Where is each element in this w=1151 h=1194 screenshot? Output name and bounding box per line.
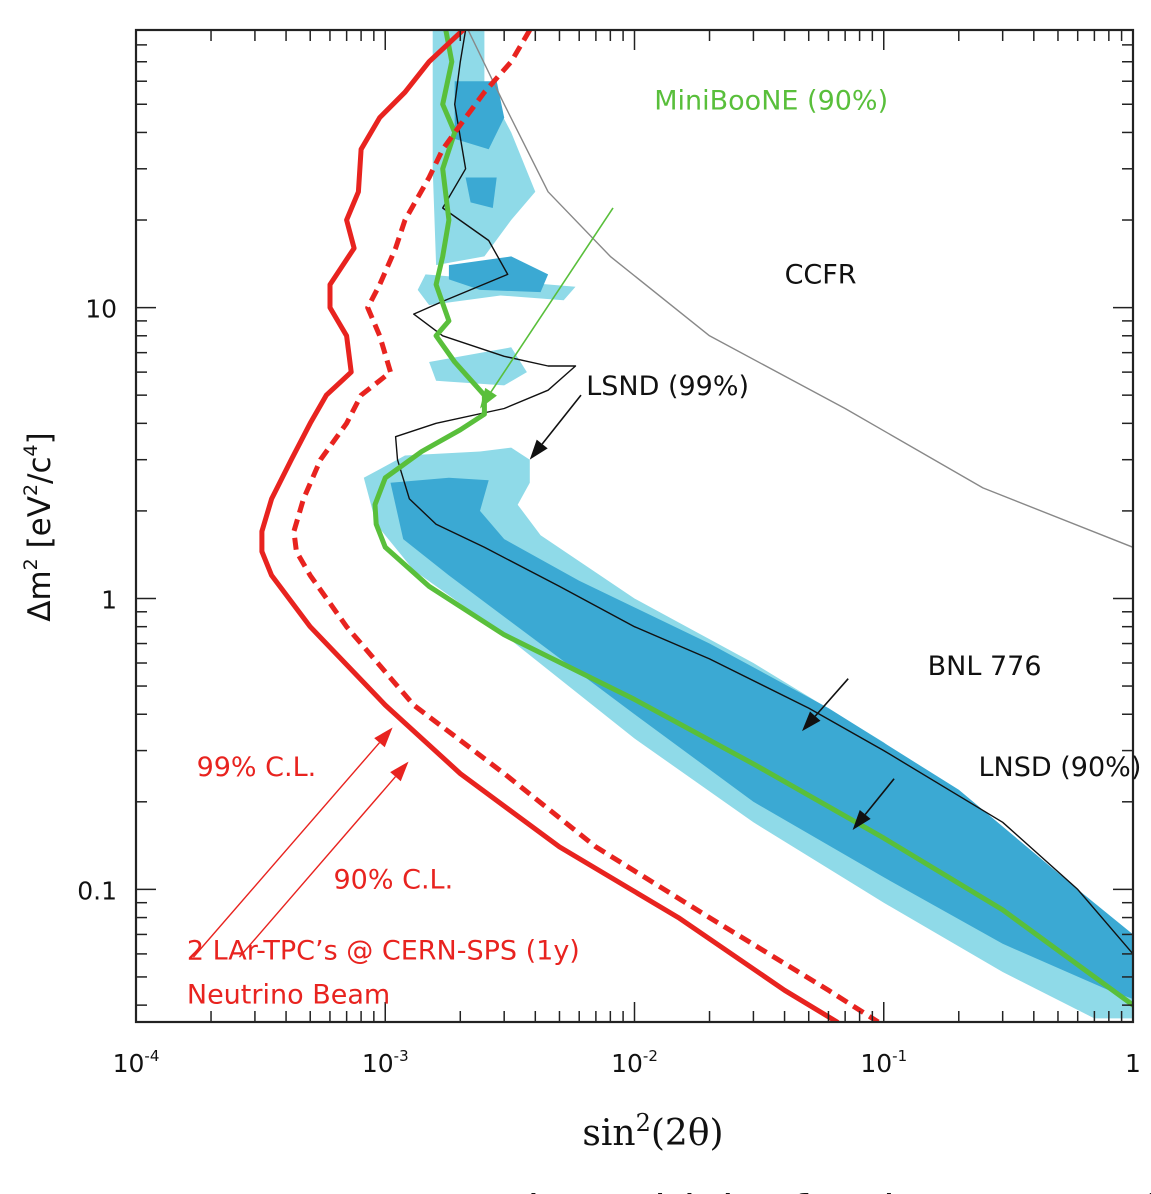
bnl-label: BNL 776 — [928, 651, 1042, 682]
bnl-776-curve — [394, 30, 1133, 955]
exclusion-curves — [259, 30, 1133, 1022]
y-tick-label: 1 — [101, 585, 117, 614]
lnsd90-label: LNSD (90%) — [979, 752, 1142, 783]
ccfr-label: CCFR — [785, 260, 857, 291]
bnl-arrow-head — [802, 711, 821, 732]
x-axis-label: sin2(2θ) — [582, 1109, 723, 1154]
miniboone-label: MiniBooNE (90%) — [654, 85, 888, 116]
lsnd-90-region-2 — [448, 256, 549, 293]
lsnd99-label: LSND (99%) — [586, 371, 749, 402]
lsnd-90-region-4 — [465, 177, 497, 208]
cl90-arrow-head — [390, 761, 409, 782]
cl90-arrow-shaft — [238, 776, 396, 958]
bnl-arrow-shaft — [814, 678, 849, 717]
miniboone-90-curve — [372, 30, 1133, 1008]
y-axis-label: Δm2 [eV2/c4] — [20, 432, 58, 622]
x-tick-label: 10-4 — [113, 1047, 160, 1078]
axis-ticks — [135, 29, 1134, 1022]
cl90-label: 90% C.L. — [334, 865, 454, 896]
lsnd99-arrow-shaft — [541, 394, 582, 445]
cl99-arrow-shaft — [192, 742, 380, 958]
lsnd-90-region-3 — [454, 81, 505, 150]
y-tick-label: 0.1 — [77, 876, 117, 905]
x-tick-label: 10-3 — [362, 1047, 409, 1078]
lar-label-1: 2 LAr-TPC’s @ CERN-SPS (1y) — [187, 935, 580, 966]
lar-label-2: Neutrino Beam — [187, 980, 390, 1011]
figure-caption: Expected sensitivity for the proposed — [330, 1186, 1151, 1194]
miniboone-arrow-shaft — [490, 207, 614, 393]
cl99-arrow-head — [374, 727, 393, 748]
99-c-l-curve — [259, 30, 840, 1022]
axis-tick-labels: 10-4 10-3 10-2 10-1 1 0.1 1 10 — [77, 295, 1141, 1078]
lsnd-90-region-1 — [390, 477, 1133, 999]
lnsd90-arrow-head — [852, 810, 871, 830]
y-tick-label: 10 — [85, 295, 117, 324]
lsnd99-arrow-head — [529, 439, 548, 460]
cl99-label: 99% C.L. — [197, 752, 317, 783]
annotation-arrows — [192, 207, 895, 958]
90-c-l-curve — [291, 30, 880, 1022]
curve-labels: MiniBooNE (90%) CCFR LSND (99%) BNL 776 LNSD… — [187, 85, 1141, 1010]
miniboone-arrow-head — [480, 387, 497, 409]
ccfr-curve — [467, 30, 1133, 548]
lnsd90-arrow-shaft — [864, 778, 895, 815]
x-tick-label: 1 — [1125, 1049, 1141, 1078]
x-tick-label: 10-2 — [611, 1047, 658, 1078]
x-tick-label: 10-1 — [860, 1047, 907, 1078]
